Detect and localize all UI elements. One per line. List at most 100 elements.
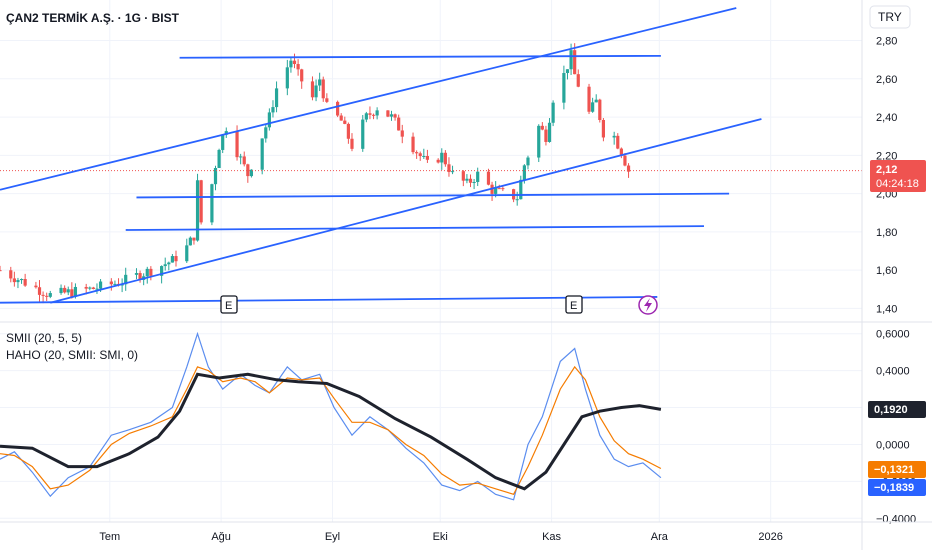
candle-body bbox=[547, 122, 552, 142]
y-tick-label: 2,80 bbox=[876, 36, 897, 48]
candle-body bbox=[9, 270, 13, 279]
chart-title: ÇAN2 TERMİK A.Ş. · 1G · BIST bbox=[6, 10, 180, 25]
lightning-icon[interactable] bbox=[638, 295, 658, 315]
candle-body bbox=[199, 180, 203, 223]
candle-body bbox=[314, 85, 318, 98]
candle-body bbox=[486, 171, 491, 185]
candle-body bbox=[260, 138, 264, 170]
candle-body bbox=[519, 179, 523, 200]
candle-body bbox=[515, 199, 519, 201]
trendline bbox=[0, 7, 737, 191]
candle-body bbox=[537, 125, 541, 158]
candle-body bbox=[45, 295, 49, 297]
candle-body bbox=[224, 131, 228, 135]
candle-body bbox=[170, 256, 174, 263]
candle-body bbox=[494, 188, 498, 194]
trendline bbox=[136, 192, 730, 199]
candle-body bbox=[167, 262, 171, 265]
x-tick-label: Tem bbox=[99, 531, 120, 543]
candle-body bbox=[19, 279, 24, 281]
x-tick-label: 2026 bbox=[758, 531, 782, 543]
value-badge bbox=[868, 479, 926, 496]
event-marker[interactable]: E bbox=[565, 295, 583, 314]
candle-body bbox=[321, 79, 325, 99]
candle-body bbox=[109, 281, 113, 285]
candle-body bbox=[310, 81, 315, 98]
candle-body bbox=[292, 60, 297, 65]
value-badge bbox=[868, 461, 926, 478]
candle-body bbox=[569, 50, 573, 70]
currency-button[interactable]: TRY bbox=[869, 5, 911, 29]
candle-body bbox=[443, 152, 447, 165]
y-tick-label: 0,0000 bbox=[876, 439, 910, 451]
candle-body bbox=[285, 67, 289, 89]
x-tick-label: Kas bbox=[542, 531, 561, 543]
candle-body bbox=[221, 134, 225, 150]
event-marker-label: E bbox=[225, 300, 232, 312]
x-tick-label: Eki bbox=[433, 531, 448, 543]
candle-body bbox=[113, 283, 117, 285]
candle-body bbox=[526, 157, 530, 166]
candle-body bbox=[188, 237, 192, 246]
candle-body bbox=[415, 152, 419, 154]
value-badge-text: 0,1920 bbox=[874, 404, 908, 416]
candle-body bbox=[371, 114, 376, 116]
candle-body bbox=[626, 165, 631, 172]
price-badge-countdown: 04:24:18 bbox=[876, 178, 919, 190]
candle-body bbox=[41, 294, 45, 296]
event-marker[interactable]: E bbox=[220, 295, 238, 314]
y-tick-label: 2,20 bbox=[876, 150, 897, 162]
candle-body bbox=[296, 64, 300, 70]
candle-body bbox=[124, 274, 128, 285]
candle-body bbox=[70, 289, 74, 297]
candle-body bbox=[397, 117, 401, 131]
value-badge bbox=[868, 401, 926, 419]
y-tick-label: 1,40 bbox=[876, 303, 897, 315]
candle-body bbox=[264, 127, 268, 139]
candle-body bbox=[289, 60, 293, 68]
candle-body bbox=[612, 135, 616, 138]
candle-body bbox=[594, 99, 598, 103]
candle-body bbox=[389, 114, 394, 117]
candle-body bbox=[325, 98, 329, 102]
candle-body bbox=[447, 164, 451, 173]
candle-body bbox=[318, 79, 322, 86]
candle-body bbox=[368, 113, 372, 115]
grid bbox=[0, 0, 862, 522]
candle-body bbox=[163, 264, 167, 267]
candle-body bbox=[497, 188, 501, 190]
candle-body bbox=[239, 156, 243, 158]
x-tick-label: Ara bbox=[651, 531, 669, 543]
candle-body bbox=[619, 148, 623, 156]
candle-body bbox=[138, 273, 142, 280]
candle-body bbox=[440, 152, 444, 163]
candle-body bbox=[587, 86, 591, 112]
candle-body bbox=[386, 110, 390, 117]
candle-body bbox=[48, 293, 52, 297]
candle-body bbox=[271, 107, 275, 113]
candle-body bbox=[37, 287, 42, 295]
trendline bbox=[125, 225, 704, 231]
oscillator-badges: 0,1920 −0,1321 −0,1839 bbox=[868, 401, 926, 496]
candle-body bbox=[601, 119, 605, 138]
y-tick-label: 2,40 bbox=[876, 112, 897, 124]
candle-body bbox=[598, 99, 602, 120]
candle-body bbox=[501, 188, 505, 190]
candle-body bbox=[393, 114, 397, 118]
x-tick-label: Eyl bbox=[325, 531, 340, 543]
candle-body bbox=[465, 178, 469, 181]
candle-body bbox=[591, 102, 595, 112]
oscillator-legend-1: SMII (20, 5, 5) bbox=[6, 331, 82, 345]
candle-body bbox=[418, 153, 422, 157]
candle-body bbox=[73, 286, 78, 297]
candle-body bbox=[210, 184, 214, 223]
candle-body bbox=[562, 73, 566, 103]
value-badge-text: −0,1839 bbox=[874, 482, 914, 494]
candle-body bbox=[134, 273, 139, 275]
candle-body bbox=[149, 268, 153, 276]
candles bbox=[0, 43, 862, 304]
candle-body bbox=[88, 287, 92, 289]
candle-body bbox=[375, 110, 379, 116]
candle-body bbox=[98, 281, 103, 289]
